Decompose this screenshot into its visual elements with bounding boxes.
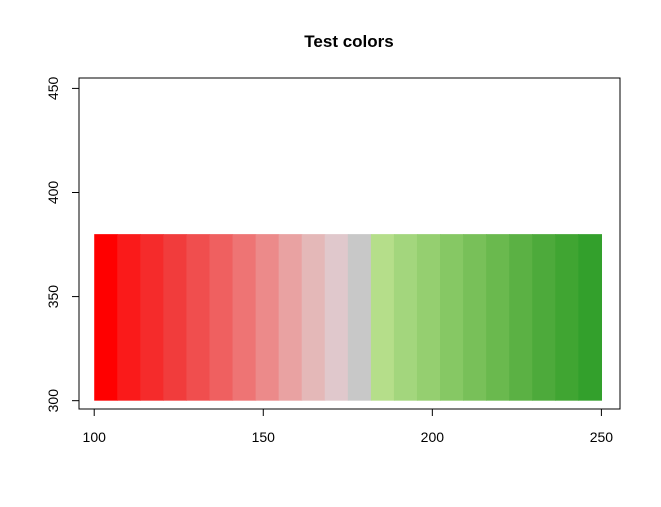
bar <box>370 234 395 401</box>
x-tick-label: 150 <box>252 429 276 445</box>
x-axis: 100 150 200 250 <box>83 408 614 445</box>
y-axis: 300 350 400 450 <box>45 77 80 413</box>
bar <box>94 234 118 401</box>
bar <box>163 234 188 401</box>
bar <box>416 234 441 401</box>
bar <box>301 234 326 401</box>
y-tick-label: 450 <box>45 77 61 101</box>
y-tick-label: 300 <box>45 389 61 413</box>
bar <box>555 234 579 401</box>
bar <box>278 234 303 401</box>
bar <box>209 234 234 401</box>
x-tick-label: 200 <box>421 429 445 445</box>
bar <box>140 234 164 401</box>
bar <box>347 234 372 401</box>
y-tick-label: 350 <box>45 285 61 309</box>
color-strip <box>94 234 603 401</box>
bar <box>463 234 487 401</box>
bar <box>578 234 603 401</box>
chart-title: Test colors <box>304 32 393 51</box>
bar <box>486 234 510 401</box>
bar <box>440 234 464 401</box>
x-tick-label: 100 <box>83 429 107 445</box>
x-tick-label: 250 <box>590 429 614 445</box>
bar <box>324 234 349 401</box>
bar <box>255 234 280 401</box>
bar <box>186 234 211 401</box>
bar <box>532 234 556 401</box>
bar <box>393 234 418 401</box>
bar <box>509 234 533 401</box>
bar <box>117 234 141 401</box>
bar <box>232 234 257 401</box>
y-tick-label: 400 <box>45 181 61 205</box>
